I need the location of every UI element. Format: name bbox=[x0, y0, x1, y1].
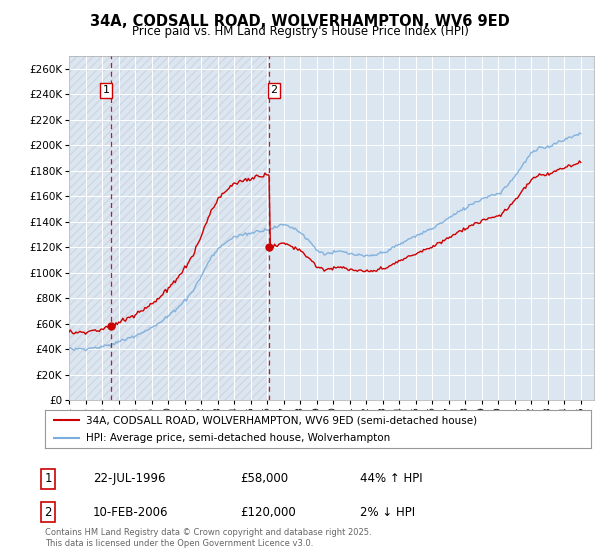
Text: Price paid vs. HM Land Registry's House Price Index (HPI): Price paid vs. HM Land Registry's House … bbox=[131, 25, 469, 38]
Text: 10-FEB-2006: 10-FEB-2006 bbox=[93, 506, 169, 519]
Text: 2: 2 bbox=[271, 86, 278, 95]
Text: 34A, CODSALL ROAD, WOLVERHAMPTON, WV6 9ED (semi-detached house): 34A, CODSALL ROAD, WOLVERHAMPTON, WV6 9E… bbox=[86, 415, 477, 425]
Text: £120,000: £120,000 bbox=[240, 506, 296, 519]
Text: Contains HM Land Registry data © Crown copyright and database right 2025.
This d: Contains HM Land Registry data © Crown c… bbox=[45, 528, 371, 548]
Text: 2% ↓ HPI: 2% ↓ HPI bbox=[360, 506, 415, 519]
Text: 2: 2 bbox=[44, 506, 52, 519]
Text: 34A, CODSALL ROAD, WOLVERHAMPTON, WV6 9ED: 34A, CODSALL ROAD, WOLVERHAMPTON, WV6 9E… bbox=[90, 14, 510, 29]
Text: 22-JUL-1996: 22-JUL-1996 bbox=[93, 472, 166, 486]
Text: 1: 1 bbox=[103, 86, 110, 95]
Text: £58,000: £58,000 bbox=[240, 472, 288, 486]
Bar bbox=[69, 56, 269, 400]
Text: HPI: Average price, semi-detached house, Wolverhampton: HPI: Average price, semi-detached house,… bbox=[86, 433, 390, 443]
Text: 1: 1 bbox=[44, 472, 52, 486]
Text: 44% ↑ HPI: 44% ↑ HPI bbox=[360, 472, 422, 486]
